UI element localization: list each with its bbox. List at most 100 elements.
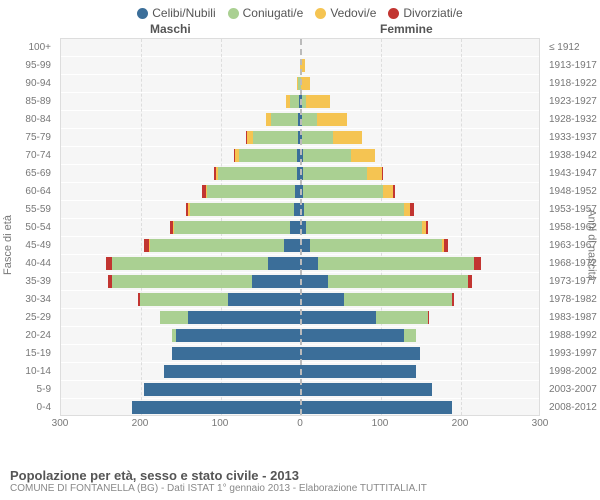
birth-year-label: ≤ 1912 <box>545 38 600 56</box>
bar-segment <box>474 257 480 270</box>
center-axis-line <box>300 39 302 415</box>
bar-segment <box>228 293 300 306</box>
age-label: 100+ <box>0 38 55 56</box>
birth-year-label: 2003-2007 <box>545 380 600 398</box>
x-axis: 3002001000100200300 <box>60 416 540 436</box>
bar-segment <box>306 95 330 108</box>
bar-segment <box>284 239 300 252</box>
x-tick-label: 300 <box>52 418 69 429</box>
birth-year-label: 1918-1922 <box>545 74 600 92</box>
legend-swatch <box>137 8 148 19</box>
age-label: 40-44 <box>0 254 55 272</box>
bar-segment <box>112 257 268 270</box>
bar-female <box>300 401 452 414</box>
age-label: 90-94 <box>0 74 55 92</box>
bar-male <box>132 401 300 414</box>
bar-segment <box>218 167 296 180</box>
x-tick-label: 0 <box>297 418 303 429</box>
bar-segment <box>333 131 362 144</box>
birth-year-label: 1978-1982 <box>545 290 600 308</box>
bar-male <box>108 275 300 288</box>
bar-segment <box>140 293 228 306</box>
legend-label: Vedovi/e <box>330 6 376 20</box>
bar-male <box>144 239 300 252</box>
age-label: 30-34 <box>0 290 55 308</box>
bar-female <box>300 95 330 108</box>
bar-segment <box>351 149 375 162</box>
bar-segment <box>300 401 452 414</box>
bar-segment <box>310 239 442 252</box>
age-label: 95-99 <box>0 56 55 74</box>
bar-segment <box>150 239 284 252</box>
bar-segment <box>383 185 393 198</box>
bar-female <box>300 383 432 396</box>
legend-label: Coniugati/e <box>243 6 304 20</box>
birth-year-label: 1998-2002 <box>545 362 600 380</box>
bar-segment <box>252 275 300 288</box>
bar-segment <box>301 77 310 90</box>
bar-segment <box>300 257 318 270</box>
bar-segment <box>410 203 413 216</box>
bar-segment <box>300 347 420 360</box>
bar-female <box>300 167 383 180</box>
age-label: 50-54 <box>0 218 55 236</box>
age-label: 20-24 <box>0 326 55 344</box>
bar-female <box>300 239 448 252</box>
bar-segment <box>302 131 332 144</box>
legend-item-divorziati: Divorziati/e <box>388 6 462 20</box>
bar-segment <box>302 113 316 126</box>
bar-segment <box>300 311 376 324</box>
bar-segment <box>444 239 448 252</box>
bar-male <box>170 221 300 234</box>
x-tick-label: 200 <box>132 418 149 429</box>
y-axis-left-labels: 100+95-9990-9485-8980-8475-7970-7465-696… <box>0 38 55 416</box>
bar-female <box>300 365 416 378</box>
legend: Celibi/Nubili Coniugati/e Vedovi/e Divor… <box>0 0 600 22</box>
bar-segment <box>188 311 300 324</box>
birth-year-label: 1943-1947 <box>545 164 600 182</box>
bar-segment <box>174 221 291 234</box>
bar-segment <box>164 365 300 378</box>
bar-male <box>286 95 300 108</box>
bar-segment <box>144 383 300 396</box>
bar-segment <box>290 221 300 234</box>
bar-segment <box>344 293 452 306</box>
birth-year-label: 1973-1977 <box>545 272 600 290</box>
bar-female <box>300 149 375 162</box>
bar-male <box>186 203 300 216</box>
birth-year-label: 1993-1997 <box>545 344 600 362</box>
x-tick-label: 300 <box>532 418 549 429</box>
bar-female <box>300 221 428 234</box>
bar-segment <box>132 401 300 414</box>
bar-male <box>234 149 300 162</box>
bar-segment <box>318 257 474 270</box>
birth-year-label: 1933-1937 <box>545 128 600 146</box>
age-label: 80-84 <box>0 110 55 128</box>
age-label: 25-29 <box>0 308 55 326</box>
bar-segment <box>328 275 468 288</box>
gridline <box>141 39 142 415</box>
bar-segment <box>300 365 416 378</box>
bar-segment <box>271 113 297 126</box>
age-label: 60-64 <box>0 182 55 200</box>
bar-segment <box>300 293 344 306</box>
age-label: 10-14 <box>0 362 55 380</box>
birth-year-label: 1923-1927 <box>545 92 600 110</box>
footer-subtitle: COMUNE DI FONTANELLA (BG) - Dati ISTAT 1… <box>10 483 427 494</box>
footer-title: Popolazione per età, sesso e stato civil… <box>10 468 427 483</box>
y-axis-right-labels: ≤ 19121913-19171918-19221923-19271928-19… <box>545 38 600 416</box>
bar-segment <box>303 149 351 162</box>
bar-segment <box>176 329 300 342</box>
bar-segment <box>239 149 297 162</box>
bar-segment <box>300 275 328 288</box>
legend-swatch <box>315 8 326 19</box>
birth-year-label: 1928-1932 <box>545 110 600 128</box>
header-male: Maschi <box>150 22 191 36</box>
legend-swatch <box>228 8 239 19</box>
bar-male <box>214 167 300 180</box>
bar-female <box>300 347 420 360</box>
legend-label: Divorziati/e <box>403 6 462 20</box>
birth-year-label: 1948-1952 <box>545 182 600 200</box>
age-label: 0-4 <box>0 398 55 416</box>
age-label: 55-59 <box>0 200 55 218</box>
